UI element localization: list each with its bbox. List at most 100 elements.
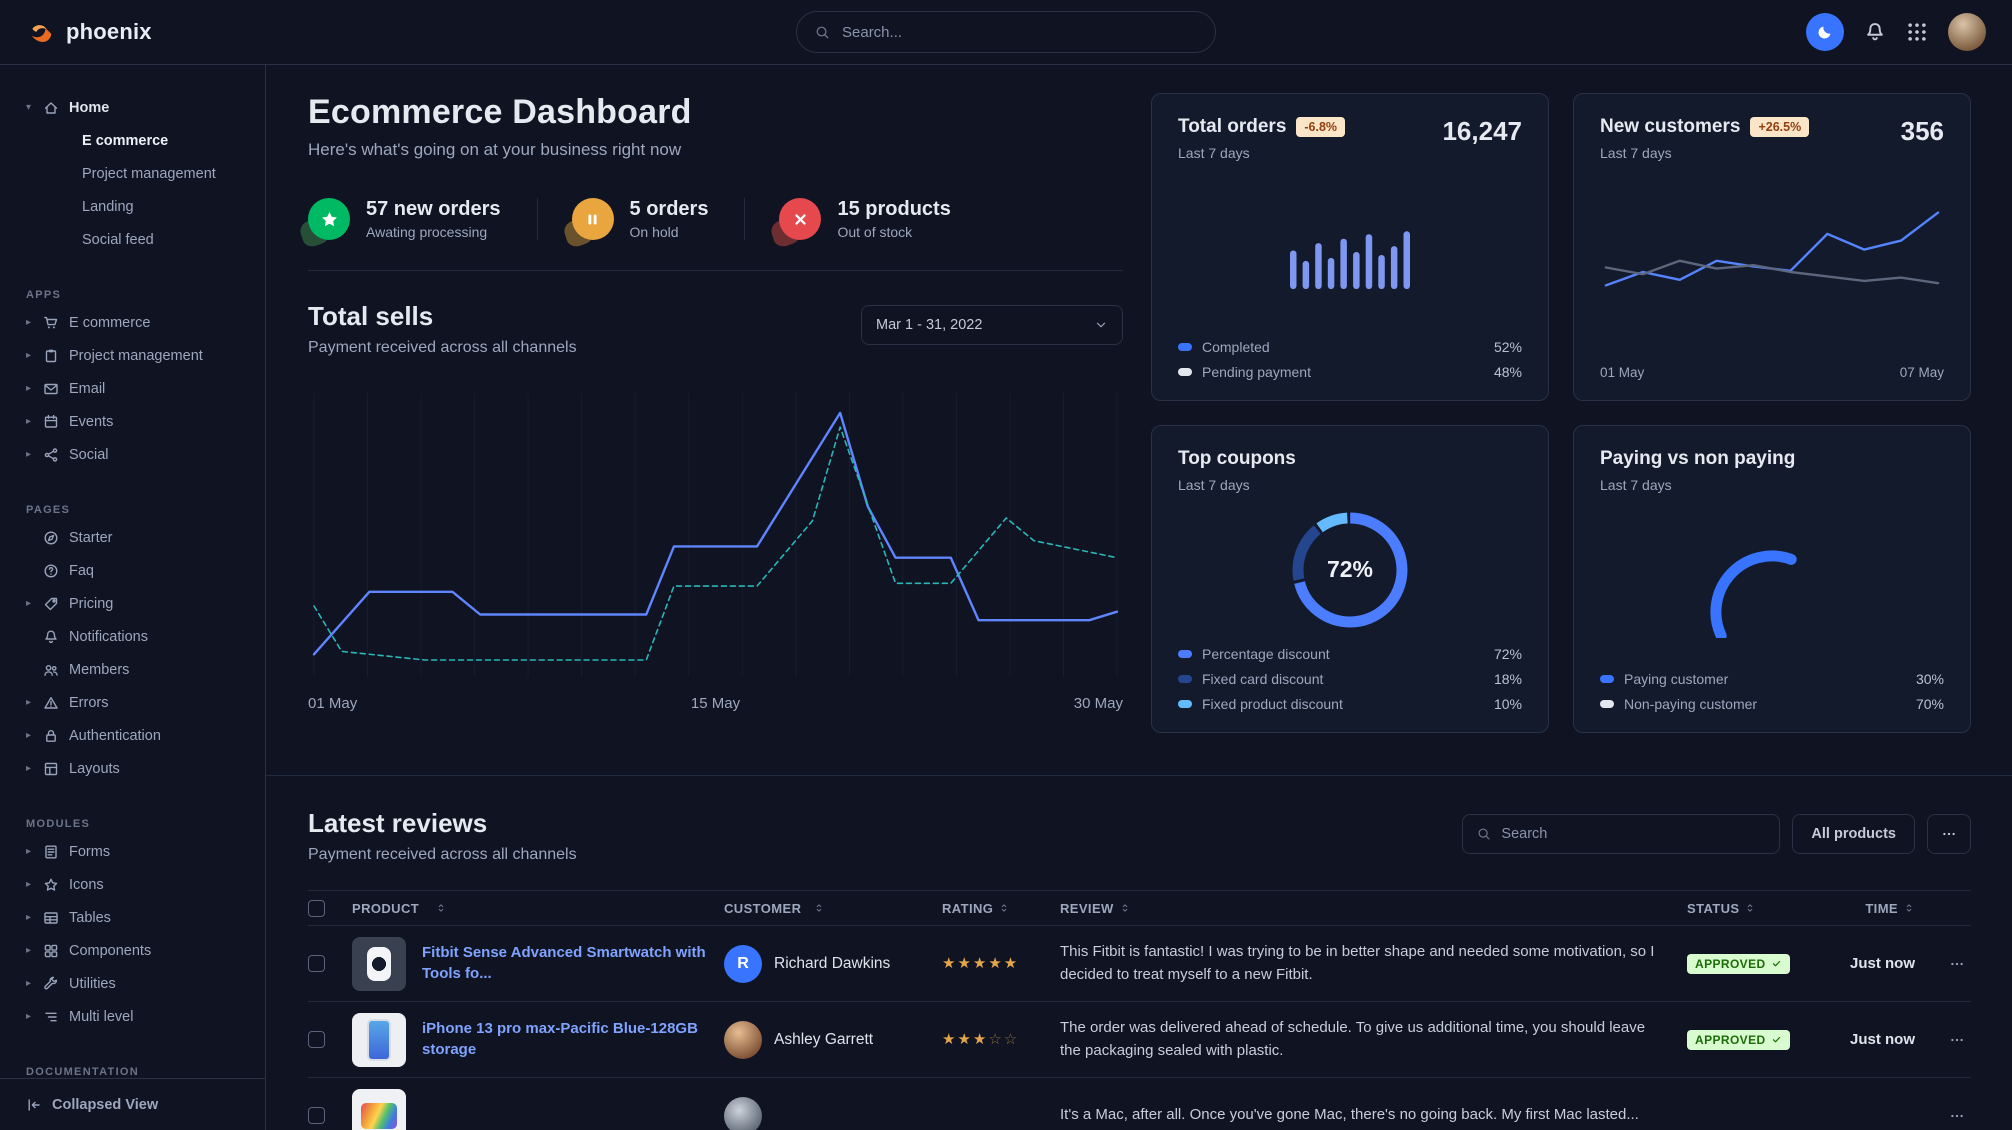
column-header-status[interactable]: STATUS [1687, 901, 1815, 916]
apps-grid-icon[interactable] [1906, 21, 1928, 43]
sidebar-item-notifications[interactable]: Notifications [26, 620, 255, 653]
sidebar-item-project-management-app[interactable]: ▸ Project management [26, 339, 255, 372]
review-time: Just now [1849, 954, 1915, 972]
sidebar-subitem-landing[interactable]: Landing [82, 198, 134, 215]
bell-icon[interactable] [1864, 21, 1886, 43]
check-icon [1771, 958, 1782, 969]
sidebar-item-social[interactable]: ▸ Social [26, 438, 255, 471]
select-all-checkbox[interactable] [308, 899, 325, 917]
sidebar-item-home[interactable]: ▾ Home [26, 91, 255, 124]
sort-icon [813, 902, 825, 914]
reviews-search-input[interactable] [1501, 826, 1766, 842]
sidebar-item-label: Icons [69, 876, 104, 893]
review-text: It's a Mac, after all. Once you've gone … [1060, 1106, 1639, 1124]
column-header-rating[interactable]: RATING [942, 901, 1060, 916]
reviews-subtitle: Payment received across all channels [308, 846, 577, 863]
top-coupons-card: Top coupons Last 7 days 72% Percentage d… [1151, 425, 1549, 733]
new-customers-card: New customers +26.5% Last 7 days 356 01 … [1573, 93, 1971, 401]
total-sells-line-chart [312, 393, 1119, 677]
sidebar-item-layouts[interactable]: ▸ Layouts [26, 752, 255, 785]
legend-label: Non-paying customer [1624, 696, 1758, 712]
compass-icon [42, 530, 60, 546]
reviews-more-button[interactable] [1927, 814, 1971, 854]
star-icon [320, 210, 339, 229]
sort-icon [1903, 902, 1915, 914]
card-value: 16,247 [1442, 116, 1522, 146]
sort-icon [998, 902, 1010, 914]
product-link[interactable]: Fitbit Sense Advanced Smartwatch with To… [422, 944, 706, 982]
sidebar-item-authentication[interactable]: ▸ Authentication [26, 719, 255, 752]
stat-new-orders: 57 new orders Awating processing [297, 198, 537, 249]
sidebar-item-label: Multi level [69, 1008, 134, 1025]
reviews-table: PRODUCT CUSTOMER RATING REVIEW STATUS TI… [308, 890, 1971, 1130]
legend-label: Fixed product discount [1202, 696, 1343, 712]
customer-name: Richard Dawkins [774, 954, 891, 972]
legend-value: 18% [1493, 671, 1522, 687]
card-title: New customers [1600, 116, 1741, 137]
tag-icon [42, 596, 60, 612]
sidebar-subitem-project-management[interactable]: Project management [82, 165, 216, 182]
sidebar-item-members[interactable]: Members [26, 653, 255, 686]
product-image [352, 1088, 406, 1130]
stat-caption: On hold [629, 224, 679, 240]
search-input[interactable] [842, 23, 1197, 41]
legend-label: Percentage discount [1202, 646, 1330, 662]
sidebar-item-components[interactable]: ▸ Components [26, 934, 255, 967]
row-checkbox[interactable] [308, 955, 325, 972]
sidebar-subitem-ecommerce[interactable]: E commerce [82, 132, 169, 149]
customer-avatar [724, 1020, 762, 1059]
x-tick: 30 May [1073, 695, 1123, 712]
column-header-review[interactable]: REVIEW [1060, 901, 1687, 916]
sidebar-item-ecommerce-app[interactable]: ▸ E commerce [26, 306, 255, 339]
sidebar-item-label: Members [69, 661, 130, 678]
sidebar-item-label: Utilities [69, 975, 116, 992]
global-search[interactable] [796, 11, 1216, 53]
sidebar-item-forms[interactable]: ▸ Forms [26, 835, 255, 868]
all-products-filter-button[interactable]: All products [1792, 814, 1915, 854]
column-header-product[interactable]: PRODUCT [352, 901, 724, 916]
row-actions-button[interactable] [1943, 950, 1971, 978]
sidebar-item-errors[interactable]: ▸ Errors [26, 686, 255, 719]
sidebar-item-events[interactable]: ▸ Events [26, 405, 255, 438]
sidebar-item-label: Forms [69, 843, 111, 860]
sidebar-item-multi-level[interactable]: ▸ Multi level [26, 1000, 255, 1033]
legend-swatch [1600, 675, 1614, 683]
column-header-time[interactable]: TIME [1815, 901, 1915, 916]
sidebar-item-icons[interactable]: ▸ Icons [26, 868, 255, 901]
sidebar-item-pricing[interactable]: ▸ Pricing [26, 587, 255, 620]
collapsed-view-toggle[interactable]: Collapsed View [0, 1078, 265, 1130]
column-header-customer[interactable]: CUSTOMER [724, 901, 942, 916]
user-avatar[interactable] [1948, 13, 1986, 51]
row-checkbox[interactable] [308, 1107, 325, 1124]
theme-toggle-button[interactable] [1806, 13, 1844, 51]
list-icon [42, 1009, 60, 1025]
sidebar-item-utilities[interactable]: ▸ Utilities [26, 967, 255, 1000]
search-icon [1477, 827, 1491, 841]
x-tick: 07 May [1899, 365, 1944, 380]
row-checkbox[interactable] [308, 1031, 325, 1048]
status-badge: APPROVED [1687, 1029, 1790, 1050]
card-title: Top coupons [1178, 448, 1296, 469]
total-sells-title: Total sells [308, 301, 434, 331]
brand-logo[interactable]: phoenix [26, 17, 152, 47]
row-actions-button[interactable] [1943, 1026, 1971, 1054]
sidebar-item-tables[interactable]: ▸ Tables [26, 901, 255, 934]
chevron-right-icon: ▸ [26, 382, 32, 394]
chevron-right-icon: ▸ [26, 349, 32, 361]
sidebar-subitem-social-feed[interactable]: Social feed [82, 231, 154, 248]
product-link[interactable]: iPhone 13 pro max-Pacific Blue-128GB sto… [422, 1020, 698, 1058]
reviews-search[interactable] [1462, 814, 1781, 854]
wrench-icon [42, 976, 60, 992]
question-icon [42, 563, 60, 579]
sidebar-item-faq[interactable]: Faq [26, 554, 255, 587]
chevron-right-icon: ▸ [26, 944, 32, 956]
chevron-down-icon [1094, 318, 1108, 332]
phoenix-logo-icon [31, 25, 52, 42]
date-range-select[interactable]: Mar 1 - 31, 2022 [861, 305, 1123, 345]
row-actions-button[interactable] [1943, 1102, 1971, 1130]
sidebar-item-label: Components [69, 942, 152, 959]
sidebar-item-email[interactable]: ▸ Email [26, 372, 255, 405]
sidebar-item-starter[interactable]: Starter [26, 521, 255, 554]
ellipsis-icon [1949, 1108, 1965, 1124]
table-header-row: PRODUCT CUSTOMER RATING REVIEW STATUS TI… [308, 890, 1971, 926]
